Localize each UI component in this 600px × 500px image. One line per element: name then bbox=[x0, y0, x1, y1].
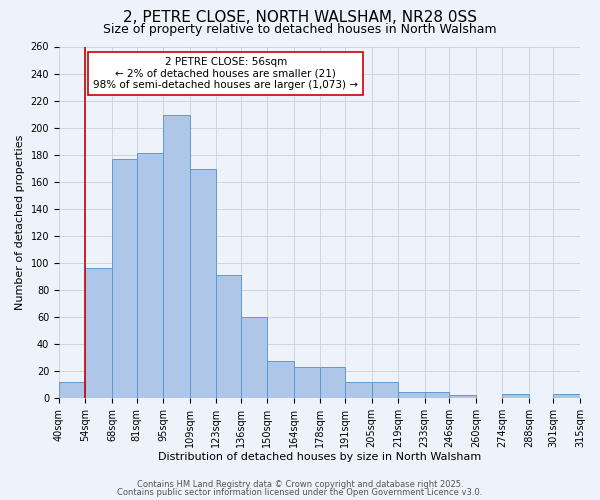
Bar bbox=[398, 392, 425, 398]
Bar bbox=[449, 395, 476, 398]
Bar bbox=[112, 158, 137, 398]
Bar bbox=[137, 154, 163, 398]
Bar bbox=[294, 367, 320, 398]
Bar bbox=[85, 268, 112, 398]
Text: Contains public sector information licensed under the Open Government Licence v3: Contains public sector information licen… bbox=[118, 488, 482, 497]
Text: 2 PETRE CLOSE: 56sqm
← 2% of detached houses are smaller (21)
98% of semi-detach: 2 PETRE CLOSE: 56sqm ← 2% of detached ho… bbox=[93, 57, 358, 90]
X-axis label: Distribution of detached houses by size in North Walsham: Distribution of detached houses by size … bbox=[158, 452, 481, 462]
Bar bbox=[190, 170, 216, 398]
Text: Contains HM Land Registry data © Crown copyright and database right 2025.: Contains HM Land Registry data © Crown c… bbox=[137, 480, 463, 489]
Text: Size of property relative to detached houses in North Walsham: Size of property relative to detached ho… bbox=[103, 22, 497, 36]
Bar bbox=[268, 362, 294, 398]
Bar bbox=[345, 382, 371, 398]
Bar bbox=[241, 317, 268, 398]
Y-axis label: Number of detached properties: Number of detached properties bbox=[15, 134, 25, 310]
Text: 2, PETRE CLOSE, NORTH WALSHAM, NR28 0SS: 2, PETRE CLOSE, NORTH WALSHAM, NR28 0SS bbox=[123, 10, 477, 25]
Bar bbox=[59, 382, 85, 398]
Bar bbox=[502, 394, 529, 398]
Bar bbox=[371, 382, 398, 398]
Bar bbox=[320, 367, 345, 398]
Bar bbox=[163, 116, 190, 398]
Bar bbox=[216, 275, 241, 398]
Bar bbox=[553, 394, 580, 398]
Bar bbox=[425, 392, 449, 398]
